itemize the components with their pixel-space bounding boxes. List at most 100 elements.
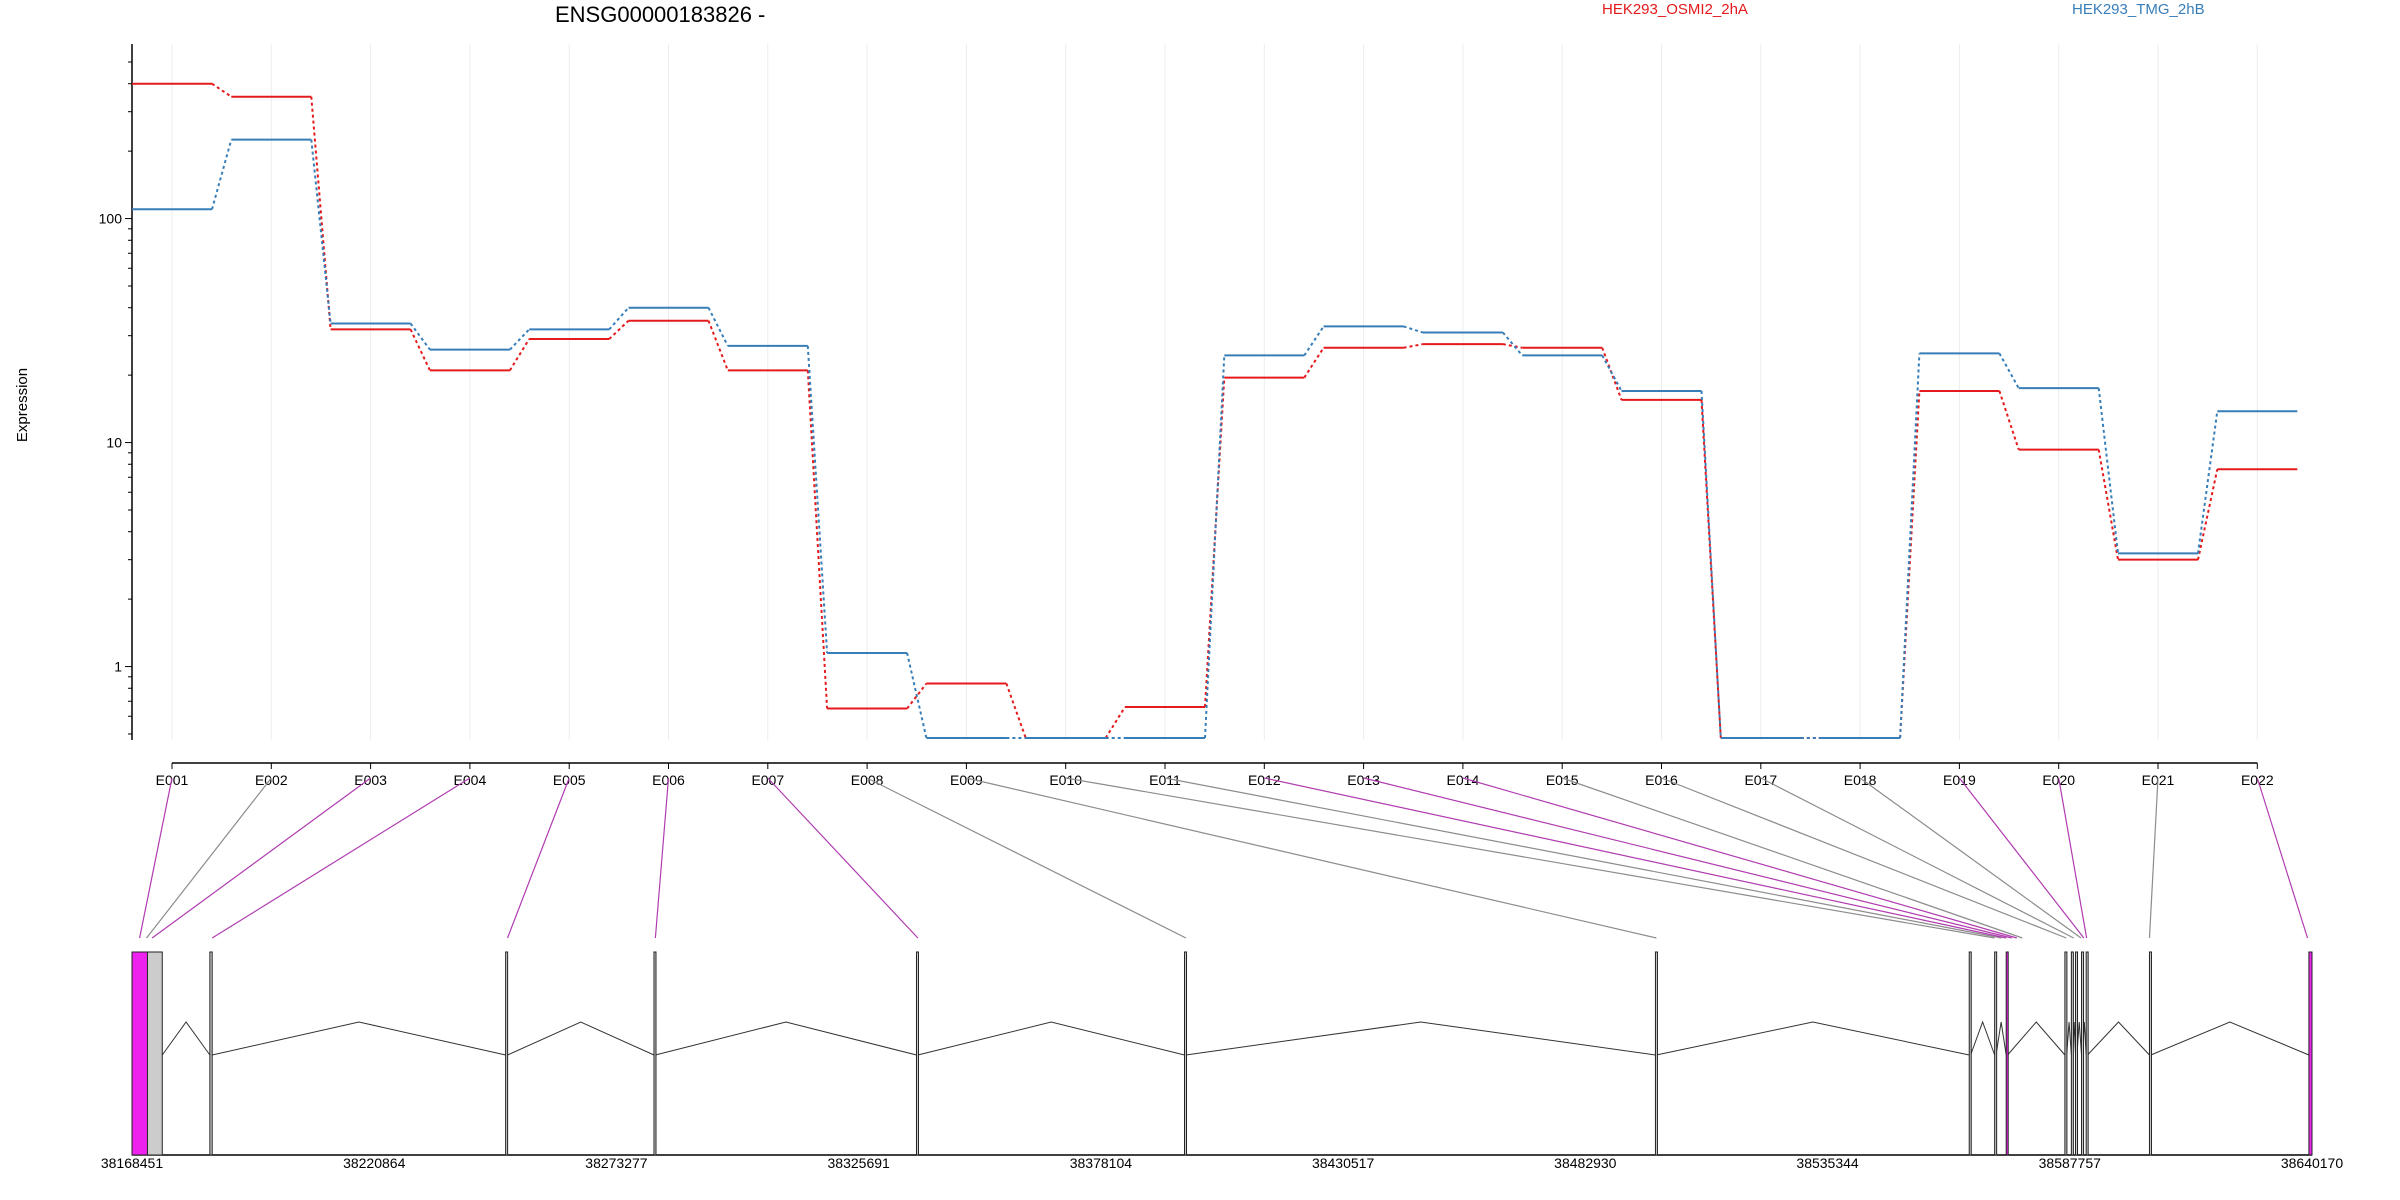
connector-line <box>1859 777 2082 939</box>
intron-chevron <box>161 1021 211 1056</box>
connector-line <box>2256 777 2309 939</box>
coordinate-label: 38430517 <box>1312 1155 1375 1171</box>
x-tick-label: E008 <box>851 772 884 788</box>
exon-block <box>209 951 213 1156</box>
exon-transition <box>707 320 729 371</box>
x-tick-label: E013 <box>1347 772 1380 788</box>
exon-block <box>1968 951 1972 1156</box>
x-tick-label: E004 <box>454 772 487 788</box>
connector-line <box>654 777 670 939</box>
x-tick-label: E010 <box>1049 772 1082 788</box>
exon-transition <box>409 328 431 371</box>
connector-line <box>2148 777 2159 939</box>
exon-transition <box>1502 331 1523 357</box>
exon-transition <box>806 345 829 654</box>
vertical-grid <box>171 44 2258 740</box>
connector-line <box>1958 777 2085 939</box>
gene-model: 38168451 38220864 38273277 38325691 38378104… <box>101 951 2344 1171</box>
exon-transition <box>806 370 829 709</box>
axes: 110100E001E002E003E004E005E006E007E008E0… <box>99 44 2274 788</box>
x-tick-label: E007 <box>751 772 784 788</box>
exon-transition <box>906 652 928 739</box>
exon-transition <box>608 319 630 340</box>
legend-label-series-1: HEK293_OSMI2_2hA <box>1602 1 1748 18</box>
exon-transition <box>211 82 232 98</box>
intron-chevron <box>1995 1021 2007 1056</box>
exon-transition <box>2197 469 2219 560</box>
series-1 <box>132 82 2298 739</box>
coordinate-label: 38378104 <box>1070 1155 1133 1171</box>
exon-transition <box>906 682 928 710</box>
intron-chevron <box>2066 1021 2072 1056</box>
exon-block <box>2308 951 2313 1156</box>
connector-line <box>211 777 471 939</box>
x-tick-label: E012 <box>1248 772 1281 788</box>
exon-transition <box>1601 354 1623 392</box>
exon-transition <box>310 96 332 330</box>
x-tick-label: E019 <box>1943 772 1976 788</box>
exon-transition <box>1998 352 2020 389</box>
exon-transition <box>2097 449 2119 560</box>
exon-block <box>2075 951 2079 1156</box>
exon-block <box>505 951 509 1156</box>
exon-transition <box>1403 325 1424 334</box>
exon-transition <box>608 307 630 331</box>
y-tick-label: 10 <box>106 435 122 451</box>
connector-line <box>1462 777 2017 939</box>
exon-transition <box>1104 706 1126 739</box>
connector-line <box>1661 777 2067 939</box>
intron-chevron <box>212 1021 506 1056</box>
exon-block <box>915 951 919 1156</box>
coordinate-label: 38640170 <box>2281 1155 2344 1171</box>
coordinate-label: 38325691 <box>828 1155 891 1171</box>
exon-transition <box>509 328 530 351</box>
x-tick-label: E005 <box>553 772 586 788</box>
x-tick-label: E011 <box>1149 772 1181 788</box>
y-tick-label: 100 <box>99 211 123 227</box>
exon-transition <box>1204 355 1226 739</box>
exon-transition <box>1899 390 1921 739</box>
intron-chevron <box>2007 1021 2066 1056</box>
exon-block <box>2070 951 2074 1156</box>
connector-line <box>1562 777 2023 939</box>
connector-line <box>1065 777 1995 939</box>
exon-block <box>2085 951 2089 1156</box>
exon-transition <box>2097 388 2119 554</box>
exon-transition <box>310 139 332 324</box>
x-tick-label: E017 <box>1744 772 1777 788</box>
series-2 <box>132 138 2298 739</box>
coordinate-label: 38482930 <box>1554 1155 1617 1171</box>
x-tick-label: E015 <box>1546 772 1579 788</box>
y-axis-label: Expression <box>14 368 31 442</box>
coordinate-label: 38535344 <box>1796 1155 1859 1171</box>
x-tick-label: E016 <box>1645 772 1678 788</box>
chart-title: ENSG00000183826 - <box>555 2 765 27</box>
connector-line <box>1264 777 2007 939</box>
coordinate-label: 38273277 <box>585 1155 648 1171</box>
exon-transition <box>1204 377 1226 708</box>
exon-transition <box>1899 353 1921 739</box>
y-tick-label: 1 <box>114 659 122 675</box>
exon-transition <box>211 139 233 210</box>
connector-line <box>866 777 1187 939</box>
coordinate-label: 38587757 <box>2039 1155 2102 1171</box>
x-tick-label: E014 <box>1447 772 1480 788</box>
series-lines <box>132 82 2298 739</box>
connector-line <box>2058 777 2088 939</box>
coordinate-label: 38220864 <box>343 1155 406 1171</box>
connector-line <box>1164 777 2002 939</box>
exon-block <box>1654 951 1658 1156</box>
exon-block <box>653 951 657 1156</box>
exon-transition <box>1700 399 1722 739</box>
exon-block <box>2064 951 2068 1156</box>
connector-line <box>506 777 570 939</box>
coordinate-label: 38168451 <box>101 1155 164 1171</box>
connector-line <box>139 777 173 939</box>
exon-transition <box>1403 343 1424 349</box>
exon-block <box>1184 951 1188 1156</box>
connector-line <box>966 777 1657 939</box>
exon-block <box>1994 951 1998 1156</box>
exon-transition <box>1005 683 1027 739</box>
legend-label-series-2: HEK293_TMG_2hB <box>2072 1 2205 18</box>
